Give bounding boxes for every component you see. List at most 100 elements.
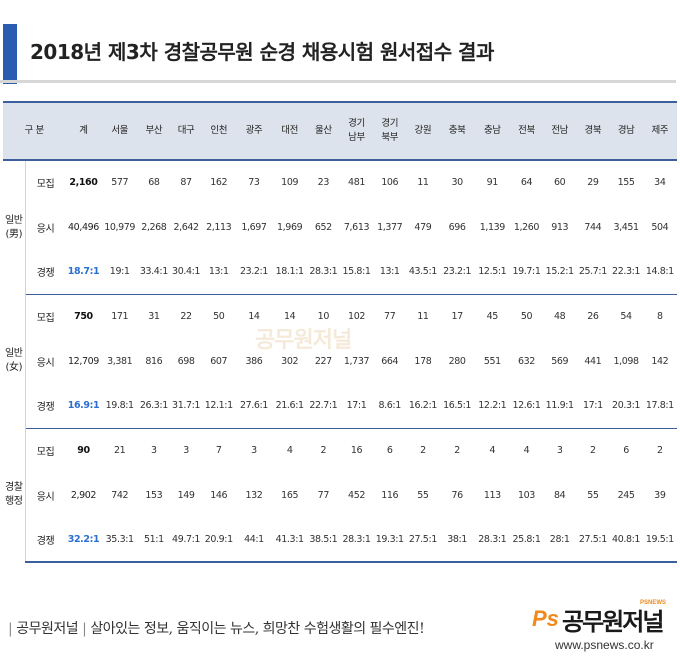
table-row: 경쟁 16.9:1 19.8:1 26.3:1 31.7:1 12.1:1 27.6:1 21… (3, 383, 677, 429)
row-kind-label: 경쟁 (25, 249, 66, 295)
table-cell: 16.5:1 (439, 383, 475, 429)
table-cell: 664 (381, 355, 399, 367)
table-cell: 149 (177, 489, 195, 501)
table-cell: 2 (420, 445, 426, 457)
table-cell: 60 (554, 177, 566, 189)
column-header: 충남 (474, 101, 510, 161)
row-kind-label: 모집 (36, 313, 55, 325)
table-cell: 142 (651, 355, 669, 367)
table-cell: 14.8:1 (642, 249, 677, 295)
table-cell: 25.7:1 (576, 249, 610, 295)
footer-separator: | (8, 621, 13, 637)
total-cell: 40,496 (68, 221, 99, 233)
table-cell: 6 (623, 445, 629, 457)
table-cell: 17:1 (576, 383, 610, 429)
table-cell: 109 (281, 177, 299, 189)
table-row: 응시 2,902 742 153 149 146 132 165 77 452 116 55 76 113… (3, 473, 677, 518)
table-cell: 652 (314, 221, 332, 233)
table-cell: 155 (617, 177, 635, 189)
column-header: 울산 (306, 101, 340, 161)
total-cell: 12,709 (68, 355, 99, 367)
column-header: 서울 (101, 101, 138, 161)
table-cell: 29 (587, 177, 599, 189)
row-group-label-line: (男) (5, 228, 23, 240)
table-cell: 10 (317, 311, 330, 323)
table-cell: 31.7:1 (169, 383, 203, 429)
table-cell: 22.7:1 (306, 383, 340, 429)
table-cell: 3 (183, 445, 189, 457)
table-cell: 12.2:1 (474, 383, 510, 429)
table-cell: 28:1 (543, 517, 577, 564)
table-cell: 84 (554, 489, 566, 501)
row-group-label-line: 경찰 (5, 482, 23, 494)
table-cell: 2 (320, 445, 327, 457)
table-cell: 28.3:1 (474, 517, 510, 564)
table-cell: 153 (145, 489, 163, 501)
table-cell: 816 (145, 355, 163, 367)
table-cell: 106 (381, 177, 399, 189)
table-cell: 38:1 (439, 517, 475, 564)
table-cell: 102 (348, 311, 365, 323)
table-cell: 55 (587, 489, 599, 501)
table-cell: 27.5:1 (406, 517, 440, 564)
table-row: 응시 40,496 10,979 2,268 2,642 2,113 1,697 1,969 6… (3, 205, 677, 250)
column-header: 충북 (439, 101, 475, 161)
table-cell: 1,260 (513, 221, 540, 233)
table-cell: 27.5:1 (576, 517, 610, 564)
psnews-logo: Ps 공무원저널 PSNEWS (532, 600, 676, 640)
table-cell: 50 (213, 311, 225, 323)
table-cell: 171 (111, 311, 129, 323)
column-header: 대구 (169, 101, 203, 161)
column-header: 인천 (202, 101, 236, 161)
row-kind-label: 모집 (36, 179, 55, 191)
table-cell: 1,737 (343, 355, 370, 367)
table-cell: 30.4:1 (169, 249, 203, 295)
table-cell: 54 (620, 311, 632, 323)
table-cell: 34 (654, 177, 666, 189)
table-cell: 14 (248, 311, 260, 323)
table-cell: 3,451 (613, 221, 639, 233)
row-kind-label: 응시 (36, 223, 55, 235)
table-cell: 17.8:1 (642, 383, 677, 429)
row-group-label: 일반 (男) (3, 160, 26, 295)
table-cell: 30 (451, 177, 463, 189)
table-cell: 20.9:1 (202, 517, 236, 564)
table-row: 일반 (女) 모집 750 171 31 22 50 14 14 10 102 77 11 17 45 50 48… (3, 294, 677, 429)
column-header-line: 북부 (381, 132, 399, 143)
table-cell: 8.6:1 (373, 383, 407, 429)
table-cell: 49.7:1 (169, 517, 203, 564)
table-cell: 742 (111, 489, 129, 501)
table-cell: 38.5:1 (306, 517, 340, 564)
row-kind-label: 모집 (36, 447, 55, 459)
table-cell: 41.3:1 (272, 517, 307, 564)
table-cell: 132 (245, 489, 263, 501)
table-cell: 25.8:1 (509, 517, 544, 564)
row-kind-label: 응시 (36, 357, 55, 369)
table-row: 경쟁 32.2:1 35.3:1 51:1 49.7:1 20.9:1 44:1 41.3:1… (3, 517, 677, 564)
table-cell: 68 (148, 177, 160, 189)
table-cell: 15.2:1 (543, 249, 577, 295)
table-cell: 504 (651, 221, 669, 233)
table-cell: 40.8:1 (609, 517, 643, 564)
table-cell: 569 (551, 355, 569, 367)
table-row: 응시 12,709 3,381 816 698 607 386 302 227 1,737 664 1… (3, 339, 677, 384)
header-group-label: 구 분 (3, 101, 66, 161)
column-header: 광주 (235, 101, 273, 161)
table-cell: 116 (381, 489, 399, 501)
table-cell: 23.2:1 (439, 249, 475, 295)
table-cell: 76 (451, 489, 463, 501)
table-cell: 16 (350, 445, 363, 457)
footer-separator: | (82, 621, 87, 637)
table-cell: 20.3:1 (609, 383, 643, 429)
table-cell: 19.5:1 (642, 517, 677, 564)
column-header: 강원 (406, 101, 440, 161)
table-cell: 3,381 (107, 355, 133, 367)
table-cell: 452 (348, 489, 365, 501)
table-cell: 44:1 (235, 517, 273, 564)
table-cell: 1,377 (377, 221, 403, 233)
logo-name: 공무원저널 (562, 608, 664, 636)
table-cell: 87 (180, 177, 192, 189)
table-cell: 77 (317, 489, 330, 501)
table-cell: 48 (554, 311, 566, 323)
table-cell: 1,098 (613, 355, 639, 367)
